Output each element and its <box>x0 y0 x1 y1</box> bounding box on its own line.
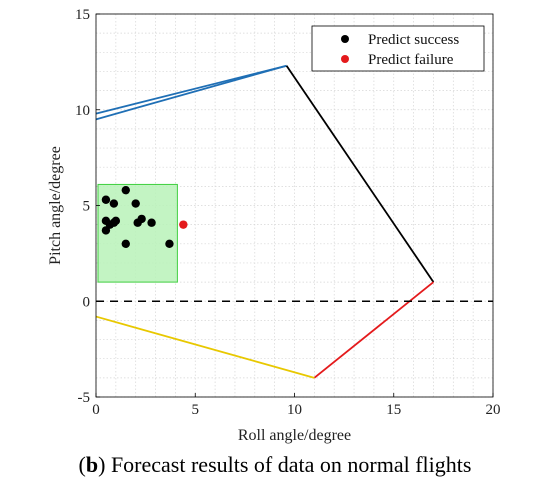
legend-marker-success <box>341 35 349 43</box>
boundary-line <box>313 281 435 379</box>
legend-marker-failure <box>341 55 349 63</box>
y-tick-label: 0 <box>83 294 91 310</box>
x-tick-label: 15 <box>386 402 401 418</box>
y-tick-label: -5 <box>78 390 91 406</box>
data-points <box>101 185 188 248</box>
boundary-line <box>285 65 435 283</box>
x-tick-label: 0 <box>92 402 100 418</box>
y-tick-label: 10 <box>75 103 90 119</box>
boundary-lines <box>95 64 493 379</box>
point-predict-failure <box>179 220 188 229</box>
boundary-line <box>95 64 287 115</box>
point-predict-success <box>109 218 119 227</box>
legend-box <box>311 25 485 72</box>
x-axis-label: Roll angle/degree <box>238 427 351 444</box>
legend-label-failure: Predict failure <box>368 52 454 68</box>
point-predict-success <box>121 185 130 195</box>
point-predict-success <box>137 214 146 224</box>
legend-label-success: Predict success <box>368 32 459 48</box>
y-tick-label: 5 <box>83 199 91 215</box>
caption-text: ) Forecast results of data on normal fli… <box>98 452 472 477</box>
point-predict-success <box>109 199 119 208</box>
point-predict-success <box>101 226 111 235</box>
point-predict-success <box>101 195 111 204</box>
legend: Predict success Predict failure <box>311 25 485 72</box>
boundary-line <box>95 315 315 379</box>
boundary-line <box>95 64 287 121</box>
point-predict-success <box>131 199 140 208</box>
x-tick-label: 5 <box>192 402 200 418</box>
point-predict-success <box>147 218 156 227</box>
y-tick-label: 15 <box>75 7 90 23</box>
figure-caption: (b) Forecast results of data on normal f… <box>78 452 472 477</box>
x-tick-label: 20 <box>486 402 501 418</box>
point-predict-success <box>121 239 130 248</box>
y-axis-label: Pitch angle/degree <box>47 146 64 265</box>
x-tick-label: 10 <box>287 402 302 418</box>
point-predict-success <box>165 239 174 248</box>
caption-letter: b <box>85 452 99 477</box>
